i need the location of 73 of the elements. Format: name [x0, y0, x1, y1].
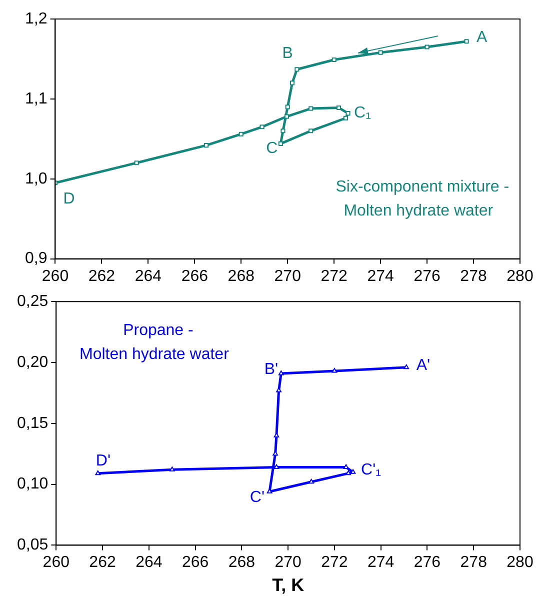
y-tick-label: 1,2 [24, 10, 48, 28]
annotation: C'₁ [361, 462, 382, 479]
point [278, 370, 284, 376]
x-tick-label: 280 [506, 554, 534, 572]
x-tick-label: 268 [228, 554, 256, 572]
point [308, 478, 314, 484]
annotation: B [282, 44, 293, 62]
point [294, 67, 300, 72]
x-tick-label: 276 [414, 554, 441, 572]
point [284, 114, 289, 119]
point [404, 364, 410, 370]
x-tick-label: 272 [320, 268, 348, 285]
x-tick-label: 274 [367, 554, 394, 572]
y-tick-label: 1,0 [24, 170, 48, 188]
annotation: B' [264, 360, 278, 378]
x-axis-title: T, K [272, 575, 304, 596]
point [378, 50, 383, 55]
y-tick-label: 0,10 [17, 476, 48, 493]
x-tick-label: 264 [134, 268, 162, 285]
x-tick-label: 272 [321, 554, 348, 572]
y-tick-label: 0,15 [17, 414, 48, 432]
point [204, 143, 209, 148]
annotation: A [476, 28, 488, 46]
point [285, 104, 290, 110]
point [424, 44, 430, 50]
x-tick-label: 260 [42, 554, 70, 572]
point [308, 128, 314, 134]
x-tick-label: 264 [136, 554, 162, 572]
point [134, 160, 139, 166]
point [346, 111, 350, 116]
point [290, 80, 295, 86]
x-tick-label: 274 [367, 268, 394, 285]
annotation: C₁ [354, 104, 371, 122]
x-tick-label: 260 [42, 268, 69, 285]
point [274, 464, 280, 469]
point [238, 132, 244, 136]
annotation: D [63, 190, 75, 208]
y-tick-label: 0,05 [17, 536, 48, 554]
point [346, 470, 352, 476]
x-tick-label: 268 [228, 268, 255, 285]
point [343, 464, 349, 469]
point [343, 116, 348, 120]
annotation: A' [416, 356, 430, 374]
y-tick-label: 0,20 [17, 354, 48, 371]
x-tick-label: 278 [460, 268, 487, 285]
point [332, 368, 338, 373]
x-tick-label: 280 [506, 268, 534, 285]
x-tick-label: 278 [460, 554, 488, 572]
x-tick-label: 270 [274, 268, 302, 285]
x-tick-label: 262 [89, 554, 116, 572]
annotation: C [266, 140, 278, 158]
point [464, 39, 469, 44]
point [332, 58, 336, 62]
annotation: C' [250, 489, 265, 506]
y-tick-label: 1,1 [24, 90, 48, 108]
y-tick-label: 0,9 [24, 250, 48, 268]
point [266, 488, 272, 494]
y-tick-label: 0,25 [17, 293, 48, 310]
x-tick-label: 266 [181, 268, 208, 285]
annotation: Six-component mixture - Molten hydrate water [336, 178, 510, 220]
x-tick-label: 266 [182, 554, 209, 572]
point [260, 124, 264, 130]
point [278, 141, 283, 146]
point [95, 470, 101, 476]
point [308, 106, 314, 111]
x-tick-label: 276 [414, 268, 440, 285]
point [280, 128, 286, 134]
point [169, 466, 175, 472]
annotation: Propane - Molten hydrate water [79, 322, 230, 364]
annotation: D' [96, 452, 110, 470]
point [336, 105, 342, 110]
x-tick-label: 262 [88, 268, 116, 285]
x-tick-label: 270 [274, 554, 302, 572]
